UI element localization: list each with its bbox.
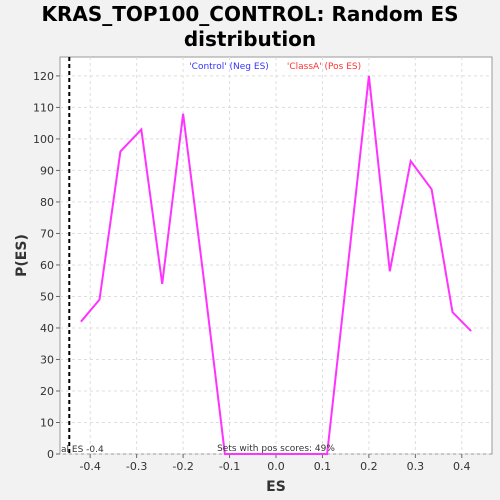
es-distribution-line	[80, 75, 472, 455]
x-tick-label: -0.3	[126, 460, 147, 473]
observed-es-label: al ES -0.4	[61, 445, 104, 455]
y-tick-label: 50	[40, 290, 54, 303]
x-tick-label: 0.1	[314, 460, 332, 473]
x-tick-label: 0.2	[360, 460, 378, 473]
legend-entry-control: 'Control' (Neg ES)	[189, 62, 269, 72]
y-tick-label: 80	[40, 196, 54, 209]
x-tick-label: -0.1	[219, 460, 240, 473]
y-axis-ticks: 0 10 20 30 40 50 60 70 80 90 100 110 120	[33, 70, 60, 461]
chart-title-line2: distribution	[183, 27, 317, 51]
legend-entry-classa: 'ClassA' (Pos ES)	[287, 62, 361, 72]
y-tick-label: 120	[33, 70, 54, 83]
y-tick-label: 90	[40, 164, 54, 177]
x-axis-label: ES	[266, 479, 286, 495]
x-tick-label: 0.0	[267, 460, 285, 473]
y-tick-label: 110	[33, 101, 54, 114]
x-tick-label: -0.2	[172, 460, 193, 473]
pos-scores-annotation: Sets with pos scores: 49%	[217, 444, 335, 454]
y-tick-label: 40	[40, 322, 54, 335]
y-tick-label: 100	[33, 133, 54, 146]
x-tick-label: 0.4	[453, 460, 471, 473]
x-tick-label: -0.4	[79, 460, 100, 473]
y-tick-label: 30	[40, 353, 54, 366]
grid-lines	[60, 57, 492, 455]
x-axis-ticks: -0.4 -0.3 -0.2 -0.1 0.0 0.1 0.2 0.3 0.4	[79, 454, 471, 473]
chart-title-line1: KRAS_TOP100_CONTROL: Random ES	[41, 2, 459, 26]
y-tick-label: 10	[40, 416, 54, 429]
y-tick-label: 60	[40, 259, 54, 272]
y-axis-label: P(ES)	[14, 234, 30, 277]
series-lines	[80, 75, 472, 455]
x-tick-label: 0.3	[407, 460, 425, 473]
y-tick-label: 20	[40, 385, 54, 398]
y-tick-label: 70	[40, 227, 54, 240]
y-tick-label: 0	[47, 448, 54, 461]
chart-title: KRAS_TOP100_CONTROL: Random ES distribut…	[0, 2, 500, 52]
